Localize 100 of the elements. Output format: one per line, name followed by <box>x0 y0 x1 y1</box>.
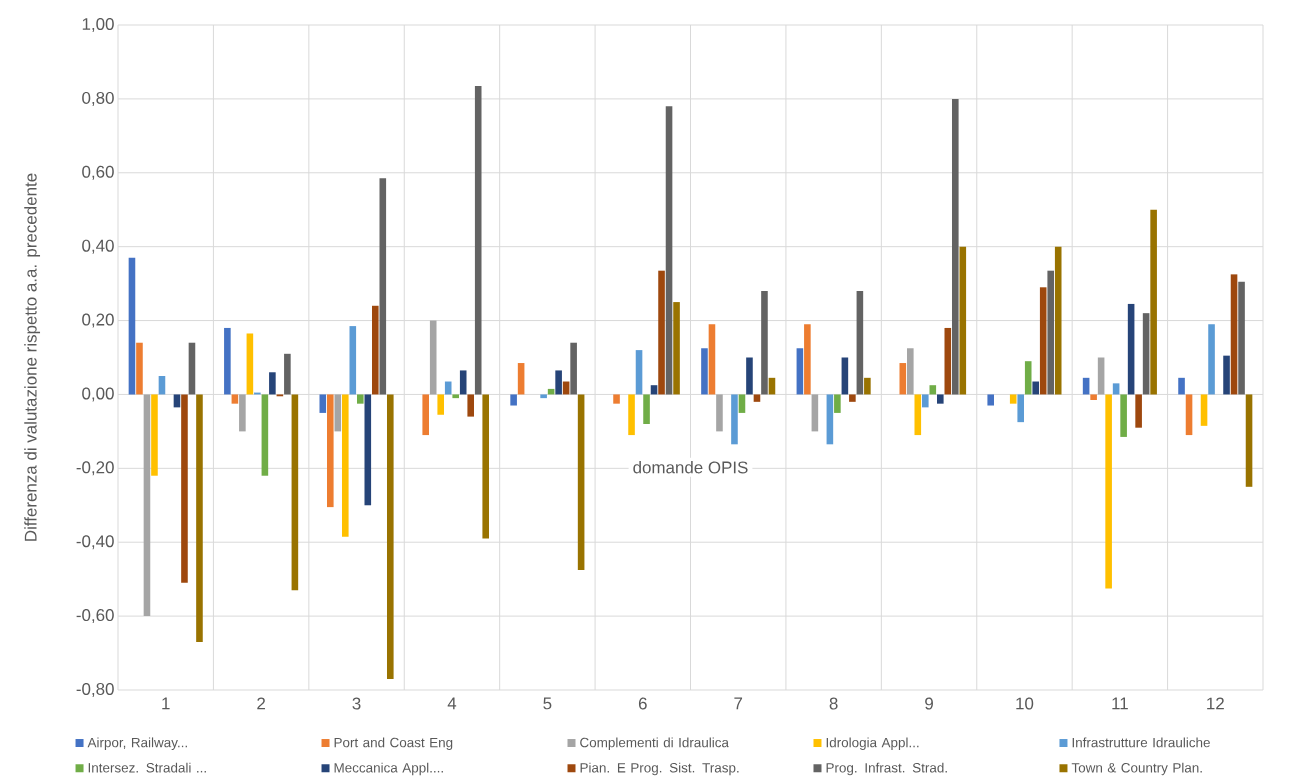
x-tick-label: 11 <box>1112 697 1128 710</box>
x-tick-label: 12 <box>1207 697 1224 710</box>
x-axis-title: domande OPIS <box>633 461 748 474</box>
bar <box>188 342 196 395</box>
bar <box>1097 357 1105 395</box>
bar <box>665 106 673 395</box>
x-tick-label: 1 <box>162 697 170 710</box>
bar <box>261 394 269 476</box>
bar <box>379 178 387 395</box>
legend-label: Town & Country Plan. <box>1071 762 1202 776</box>
bar <box>429 320 437 395</box>
bar <box>899 363 907 395</box>
bar <box>474 85 482 395</box>
bar <box>231 394 239 404</box>
bar <box>1245 394 1253 487</box>
bar <box>386 394 394 679</box>
bar <box>1047 270 1055 395</box>
bar <box>371 305 379 395</box>
y-tick-label: -0,20 <box>76 461 114 476</box>
x-tick-label: 2 <box>257 697 265 710</box>
x-tick-label: 6 <box>638 697 647 710</box>
bar <box>181 394 188 583</box>
x-tick-label: 4 <box>447 697 457 710</box>
bar <box>944 327 952 395</box>
bar <box>577 394 585 570</box>
bar <box>291 394 299 591</box>
bar <box>856 291 864 395</box>
bar <box>570 342 577 395</box>
bar <box>716 394 723 432</box>
bar <box>1178 377 1185 395</box>
legend-label: Intersez. Stradali ... <box>88 762 206 773</box>
bar <box>246 333 254 395</box>
bar <box>738 394 746 413</box>
bar <box>1054 246 1062 395</box>
x-tick-label: 5 <box>543 697 552 710</box>
bar <box>1017 394 1025 423</box>
bar <box>834 394 841 413</box>
bar <box>555 370 562 395</box>
bar <box>841 357 849 395</box>
bar <box>1090 394 1097 400</box>
bar <box>269 372 276 395</box>
bar <box>708 324 716 395</box>
legend-label: Complementi di Idraulica <box>580 737 729 750</box>
bar <box>959 246 967 395</box>
bar <box>761 291 768 395</box>
bar <box>510 394 517 406</box>
bar <box>635 350 643 395</box>
y-tick-label: 0,80 <box>82 91 114 106</box>
bar <box>1230 274 1238 395</box>
bar <box>173 394 181 408</box>
y-tick-label: -0,40 <box>76 535 114 550</box>
legend-label: Airpor, Railway... <box>87 737 187 750</box>
bar <box>658 270 665 395</box>
bar <box>349 326 357 395</box>
x-tick-label: 8 <box>829 697 838 710</box>
y-tick-label: 0,00 <box>82 387 114 402</box>
bar <box>334 394 342 432</box>
bar <box>1032 381 1040 395</box>
bar <box>482 394 490 539</box>
bar <box>1009 394 1017 404</box>
bar <box>914 394 922 436</box>
bar <box>467 394 475 417</box>
y-tick-label: 1,00 <box>82 17 114 32</box>
bar <box>1120 394 1127 437</box>
bar <box>753 394 761 402</box>
bar <box>1039 287 1047 395</box>
bar <box>1150 209 1157 395</box>
bar <box>673 302 680 395</box>
bar <box>1127 303 1135 395</box>
bar <box>444 381 452 395</box>
bar <box>864 377 871 395</box>
bar <box>459 370 467 395</box>
legend-label: Infrastrutture Idrauliche <box>1072 737 1210 748</box>
bar <box>540 394 547 399</box>
y-tick-label: -0,60 <box>76 609 114 624</box>
bar <box>613 394 620 404</box>
bar <box>906 348 914 395</box>
bar <box>452 394 460 399</box>
bar <box>1238 281 1245 395</box>
bar <box>1223 355 1230 395</box>
bar <box>731 394 738 445</box>
bar <box>437 394 445 415</box>
bar <box>239 394 246 432</box>
x-tick-label: 10 <box>1016 697 1034 710</box>
bar <box>826 394 834 445</box>
y-tick-label: 0,60 <box>82 165 114 180</box>
bar <box>796 348 804 395</box>
bar <box>143 394 151 617</box>
bar <box>422 394 430 436</box>
x-tick-label: 9 <box>925 697 933 710</box>
bar <box>1112 383 1120 395</box>
y-tick-label: -0,80 <box>76 683 114 697</box>
legend-label: Port and Coast Eng <box>334 737 453 750</box>
bar <box>804 324 811 395</box>
legend-label: Pian. E Prog. Sist. Trasp. <box>580 762 739 776</box>
bar <box>951 98 959 395</box>
bar <box>628 394 635 436</box>
y-tick-label: 0,40 <box>82 239 114 254</box>
bar <box>849 394 856 402</box>
bar <box>746 357 753 395</box>
